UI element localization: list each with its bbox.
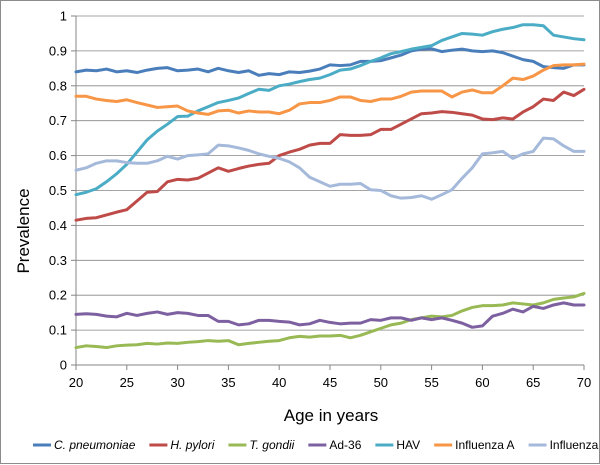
series-line-ad-36: [74, 301, 586, 329]
series-line-influenza-b: [74, 136, 586, 201]
legend-label-t-gondii: T. gondii: [249, 438, 294, 452]
y-tick-label: 0.2: [49, 288, 67, 303]
legend-label-h-pylori: H. pylori: [170, 438, 214, 452]
x-tick-label: 30: [170, 375, 184, 390]
y-tick-label: 0.8: [49, 78, 67, 93]
gridlines: [71, 15, 585, 370]
y-tick-label: 0.3: [49, 253, 67, 268]
axes: [75, 16, 584, 366]
series-lines: [74, 23, 586, 350]
y-tick-label: 0.9: [49, 43, 67, 58]
x-tick-label: 65: [526, 375, 540, 390]
x-axis-label: Age in years: [284, 406, 379, 425]
y-tick-label: 0.5: [49, 183, 67, 198]
x-tick-label: 60: [475, 375, 489, 390]
y-tick-label: 0.1: [49, 323, 67, 338]
legend-label-influenza-b: Influenza B: [550, 438, 600, 452]
x-tick-labels: 20 25 30 35 40 45 50 55 60 65 70: [69, 375, 591, 390]
legend-label-ad-36: Ad-36: [329, 438, 361, 452]
y-tick-labels: 0 0.1 0.2 0.3 0.4 0.5 0.6 0.7 0.8 0.9 1: [49, 9, 67, 373]
series-line-h-pylori: [74, 87, 586, 222]
y-tick-label: 0: [60, 358, 67, 373]
legend-label-hav: HAV: [396, 438, 420, 452]
x-tick-label: 35: [221, 375, 235, 390]
y-tick-label: 1: [60, 9, 67, 24]
x-tick-label: 50: [374, 375, 388, 390]
series-line-c-pneumoniae: [74, 47, 586, 77]
series-line-t-gondii: [74, 291, 586, 350]
legend-label-c-pneumoniae: C. pneumoniae: [54, 438, 136, 452]
x-tick-label: 70: [577, 375, 591, 390]
y-tick-label: 0.4: [49, 218, 67, 233]
x-tick-label: 55: [424, 375, 438, 390]
y-tick-label: 0.6: [49, 148, 67, 163]
legend: C. pneumoniae H. pylori T. gondii Ad-36 HAV I…: [33, 438, 600, 452]
x-tick-label: 25: [120, 375, 134, 390]
y-axis-label: Prevalence: [14, 188, 33, 273]
series-line-hav: [74, 23, 586, 197]
x-tick-label: 20: [69, 375, 83, 390]
legend-label-influenza-a: Influenza A: [455, 438, 514, 452]
y-tick-label: 0.7: [49, 113, 67, 128]
x-tick-label: 45: [323, 375, 337, 390]
x-tick-label: 40: [272, 375, 286, 390]
series-line-influenza-a: [74, 62, 586, 116]
